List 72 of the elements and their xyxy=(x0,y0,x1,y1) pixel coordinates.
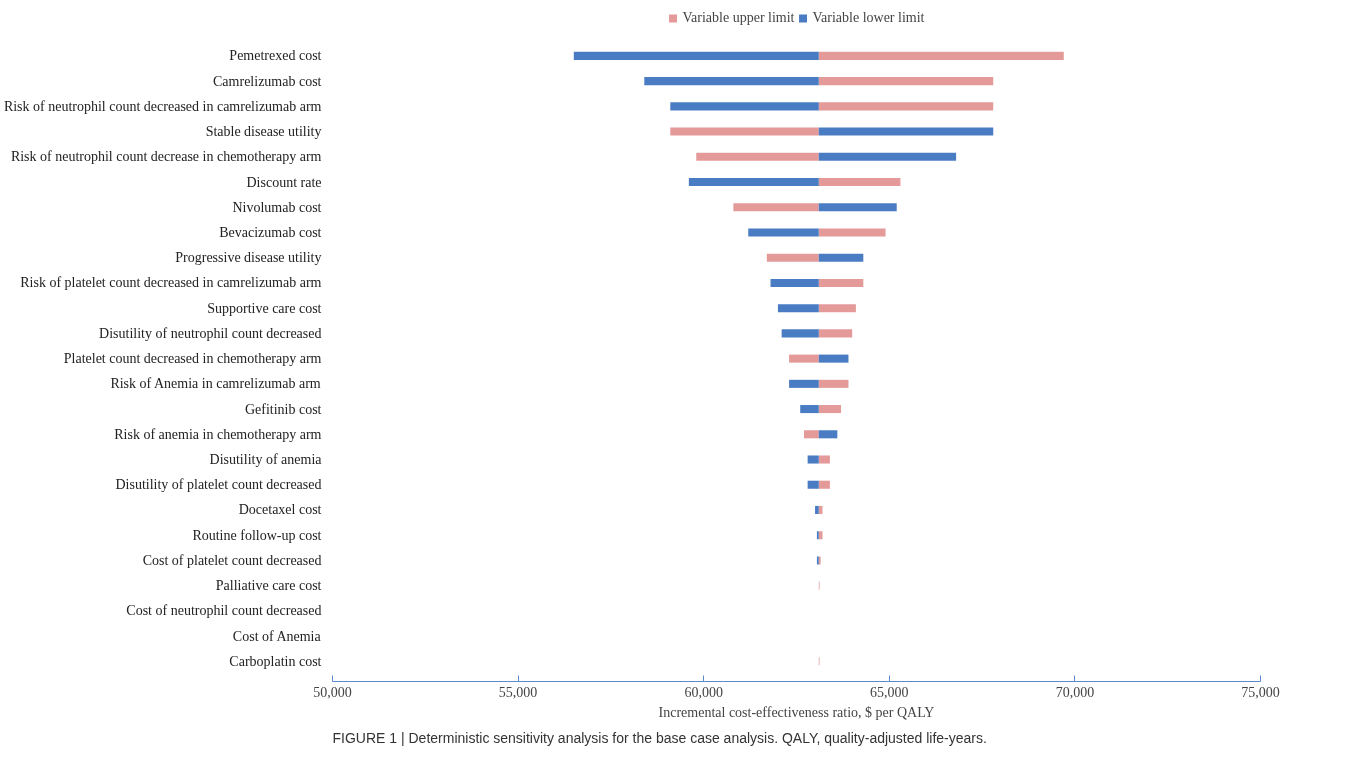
bar xyxy=(733,203,819,212)
y-tick-label: Palliative care cost xyxy=(215,578,322,594)
y-tick-label: Nivolumab cost xyxy=(232,199,322,215)
bar xyxy=(818,102,994,111)
bar xyxy=(573,51,819,60)
y-tick-label: Progressive disease utility xyxy=(175,250,322,266)
y-tick-label: Cost of platelet count decreased xyxy=(142,552,322,568)
caption: FIGURE 1 | Deterministic sensitivity analysis for the base case analysis. QALY, quality-adjusted life-years. xyxy=(332,729,987,746)
y-tick-label: Cost of Anemia xyxy=(232,628,322,644)
y-tick-label: Stable disease utility xyxy=(205,124,322,140)
bar xyxy=(818,152,957,161)
bar xyxy=(818,178,901,187)
bar xyxy=(818,379,849,388)
bar xyxy=(818,304,856,313)
y-tick-label: Disutility of anemia xyxy=(209,452,323,468)
y-tick-label: Risk of Anemia in camrelizumab arm xyxy=(110,376,321,392)
legend-label: Variable lower limit xyxy=(812,10,925,26)
bar xyxy=(781,329,819,338)
bar xyxy=(789,379,819,388)
bar xyxy=(688,178,819,187)
bar xyxy=(789,354,819,363)
x-axis-title: Incremental cost-effectiveness ratio, $ per QALY xyxy=(658,704,935,720)
legend-label: Variable upper limit xyxy=(682,10,795,26)
x-tick-label: 75,000 xyxy=(1241,684,1280,700)
bar xyxy=(777,304,819,313)
bar xyxy=(670,102,819,111)
y-tick-label: Disutility of platelet count decreased xyxy=(115,477,322,493)
y-tick-label: Carboplatin cost xyxy=(229,653,322,669)
bar xyxy=(818,430,838,439)
bar xyxy=(818,127,994,136)
y-tick-label: Risk of anemia in chemotherapy arm xyxy=(114,426,322,442)
bar xyxy=(696,152,819,161)
bar xyxy=(818,203,897,212)
y-tick-label: Camrelizumab cost xyxy=(213,73,322,89)
y-tick-label: Cost of neutrophil count decreased xyxy=(126,603,322,619)
y-tick-label: Risk of platelet count decreased in camrelizumab arm xyxy=(20,275,322,291)
bar xyxy=(670,127,819,136)
y-tick-label: Gefitinib cost xyxy=(244,401,322,417)
y-tick-label: Platelet count decreased in chemotherapy arm xyxy=(63,351,322,367)
bar xyxy=(800,405,819,414)
bar xyxy=(818,77,994,86)
y-tick-label: Disutility of neutrophil count decreased xyxy=(99,325,322,341)
bar xyxy=(644,77,819,86)
bar xyxy=(818,228,886,237)
bar xyxy=(748,228,819,237)
y-tick-label: Discount rate xyxy=(246,174,322,190)
y-tick-label: Docetaxel cost xyxy=(238,502,322,518)
x-tick-label: 50,000 xyxy=(313,684,352,700)
bar xyxy=(770,278,819,287)
bar xyxy=(818,329,853,338)
x-tick-label: 55,000 xyxy=(498,684,538,700)
y-tick-label: Risk of neutrophil count decreased in camrelizumab arm xyxy=(3,98,322,114)
bar xyxy=(815,505,819,514)
bar xyxy=(818,51,1064,60)
bar xyxy=(818,278,864,287)
bar xyxy=(807,455,819,464)
y-tick-label: Supportive care cost xyxy=(207,300,322,316)
bar xyxy=(766,253,819,262)
x-tick-label: 65,000 xyxy=(870,684,909,700)
y-tick-label: Risk of neutrophil count decrease in chemotherapy arm xyxy=(10,149,322,165)
bar xyxy=(818,480,830,489)
bar xyxy=(807,480,819,489)
bar xyxy=(818,405,842,414)
bar xyxy=(818,455,830,464)
bar xyxy=(818,253,864,262)
x-tick-label: 60,000 xyxy=(684,684,723,700)
bar xyxy=(818,354,849,363)
y-tick-label: Bevacizumab cost xyxy=(219,224,322,240)
bar xyxy=(803,430,819,439)
y-tick-label: Routine follow-up cost xyxy=(192,527,322,543)
y-tick-label: Pemetrexed cost xyxy=(229,48,322,64)
x-tick-label: 70,000 xyxy=(1055,684,1095,700)
